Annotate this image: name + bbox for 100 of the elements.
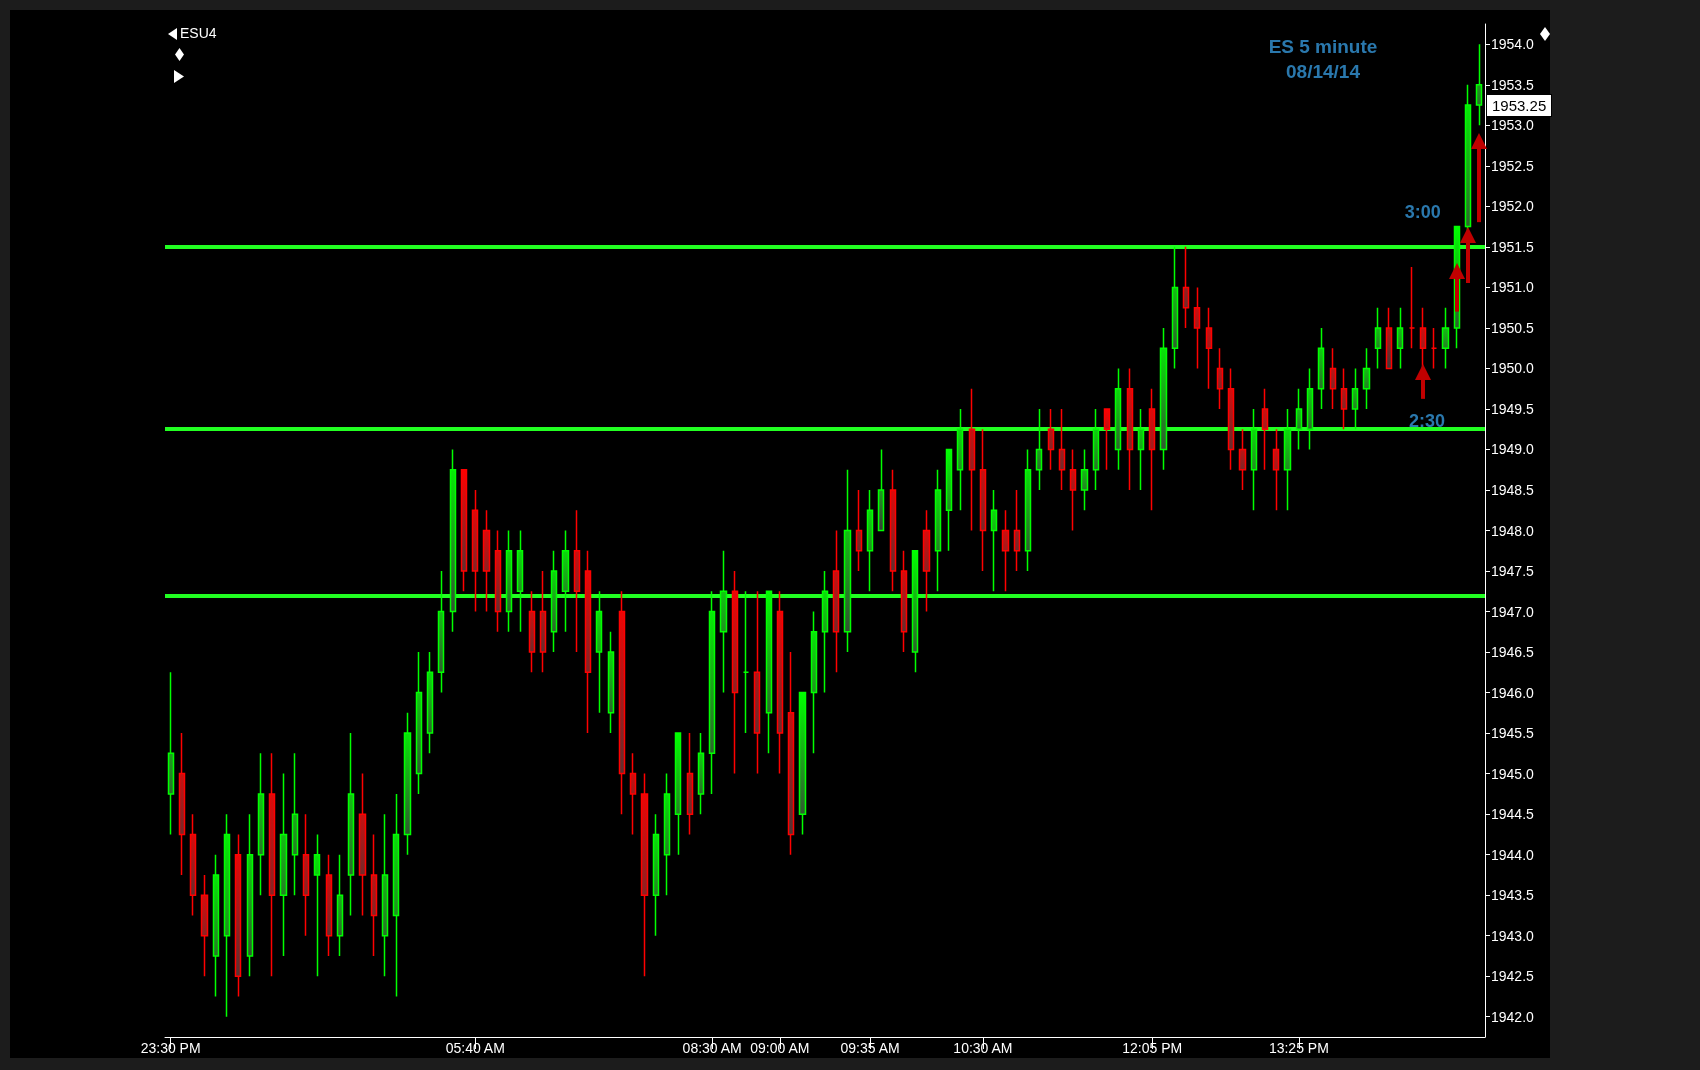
y-tick-label: 1945.5 [1491, 725, 1535, 742]
y-tick-label: 1943.0 [1491, 927, 1535, 944]
x-tick-label: 13:25 PM [1268, 1040, 1329, 1056]
y-tick-label: 1943.5 [1491, 887, 1535, 904]
candlestick [1182, 246, 1190, 329]
candlestick [223, 813, 231, 1018]
candlestick [686, 732, 694, 836]
candlestick [1250, 408, 1258, 511]
candlestick [1216, 347, 1224, 410]
candlestick [629, 752, 637, 836]
text: 1953.25 [1486, 94, 1553, 118]
candlestick [663, 772, 671, 896]
candlestick [1430, 327, 1438, 370]
candlestick [1317, 327, 1325, 410]
candlestick [674, 732, 682, 856]
candlestick [753, 590, 761, 775]
x-tick-label: 09:00 AM [750, 1040, 810, 1056]
candlestick [866, 489, 874, 593]
candlestick [584, 550, 592, 734]
candlestick [505, 529, 513, 633]
candlestick [561, 529, 570, 633]
candlestick [697, 732, 705, 815]
candlestick [979, 428, 987, 572]
candlestick [528, 590, 536, 674]
candlestick [787, 651, 795, 856]
candlestick [1475, 43, 1483, 127]
candlestick [1171, 246, 1179, 370]
text: 08/14/14 [1286, 61, 1361, 82]
x-tick-label: 09:35 AM [840, 1040, 900, 1056]
candlestick [1035, 408, 1043, 491]
candlestick [1126, 367, 1134, 491]
candlestick [246, 813, 254, 977]
x-tick-label: 23:30 PM [140, 1040, 201, 1056]
candlestick [595, 590, 603, 714]
candlestick [776, 590, 784, 775]
candlestick [1362, 347, 1371, 410]
candlestick [640, 772, 649, 977]
candlestick [494, 529, 502, 633]
candlestick [516, 529, 524, 633]
candlestick [189, 813, 197, 917]
candlestick [313, 833, 321, 977]
candlestick [1047, 408, 1055, 471]
y-tick-label: 1950.0 [1491, 360, 1535, 377]
candlestick [832, 529, 840, 674]
y-tick-label: 1946.5 [1491, 644, 1535, 661]
y-tick-label: 1942.0 [1491, 1008, 1535, 1025]
y-tick-label: 1944.5 [1491, 806, 1535, 823]
candlestick [810, 610, 818, 755]
candlestick [449, 448, 457, 633]
candlestick [1137, 408, 1145, 491]
candlestick [1351, 367, 1359, 430]
y-tick-label: 1950.5 [1491, 319, 1535, 336]
x-tick-label: 05:40 AM [445, 1040, 505, 1056]
candlestick [821, 570, 829, 694]
candlestick [742, 590, 750, 734]
candlestick [934, 468, 942, 593]
y-tick-label: 1949.0 [1491, 441, 1535, 458]
y-tick-label: 1945.0 [1491, 765, 1535, 782]
candlestick [178, 732, 186, 876]
x-tick-label: 10:30 AM [953, 1040, 1013, 1056]
candlestick [358, 772, 367, 917]
candlestick [618, 590, 626, 815]
candlestick [268, 752, 276, 977]
candlestick [1092, 408, 1100, 491]
y-tick-label: 1944.0 [1491, 846, 1535, 863]
candlestick [1001, 509, 1010, 593]
candlestick [1227, 367, 1235, 471]
annotation: 3:00 [1404, 202, 1441, 224]
y-tick-label: 1949.5 [1491, 400, 1535, 417]
candlestick [437, 570, 445, 694]
candlestick [1408, 266, 1416, 349]
candlestick [212, 853, 220, 998]
candlestick [1396, 306, 1404, 370]
candlestick [539, 570, 547, 674]
candlestick [1193, 286, 1201, 370]
text: ES 5 minute [1268, 36, 1378, 57]
candlestick [1306, 367, 1314, 451]
x-tick-label: 12:05 PM [1122, 1040, 1183, 1056]
candlestick [1205, 306, 1213, 390]
candlestick [1238, 428, 1247, 491]
candlestick [302, 813, 310, 937]
candlestick [1340, 367, 1348, 430]
candlestick [1148, 387, 1156, 511]
candlestick [1283, 408, 1292, 511]
candlestick [336, 853, 344, 957]
y-tick-label: 1947.0 [1491, 603, 1535, 620]
candlestick [482, 509, 491, 613]
candlestick [652, 813, 660, 937]
y-tick-label: 1948.5 [1491, 481, 1535, 498]
candlestick [798, 691, 807, 836]
candlestick [573, 509, 581, 653]
candlestick [1441, 306, 1450, 370]
candlestick [471, 489, 479, 613]
y-tick-label: 1942.5 [1491, 968, 1535, 985]
candlestick [200, 874, 209, 977]
candlestick [1080, 448, 1089, 511]
candlestick [719, 550, 728, 694]
candlestick [257, 752, 265, 896]
y-tick-label: 1951.0 [1491, 279, 1535, 296]
candlestick [945, 448, 953, 552]
